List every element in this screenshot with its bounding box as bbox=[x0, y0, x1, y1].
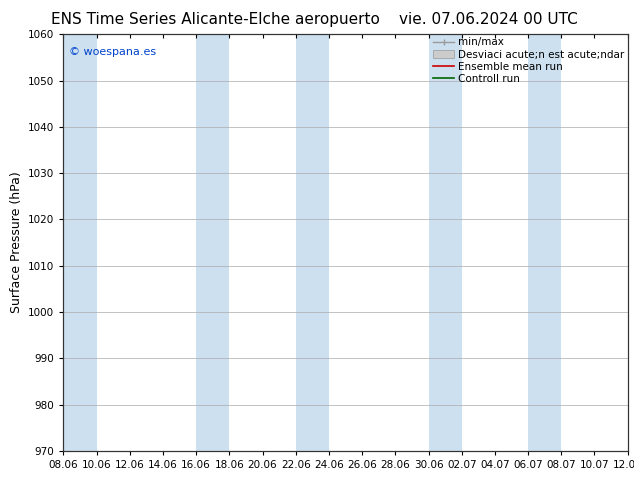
Bar bbox=[528, 34, 561, 451]
Text: ENS Time Series Alicante-Elche aeropuerto: ENS Time Series Alicante-Elche aeropuert… bbox=[51, 12, 380, 27]
Text: vie. 07.06.2024 00 UTC: vie. 07.06.2024 00 UTC bbox=[399, 12, 578, 27]
Bar bbox=[429, 34, 462, 451]
Bar bbox=[295, 34, 329, 451]
Bar bbox=[63, 34, 96, 451]
Bar bbox=[196, 34, 230, 451]
Legend: min/max, Desviaci acute;n est acute;ndar, Ensemble mean run, Controll run: min/max, Desviaci acute;n est acute;ndar… bbox=[431, 35, 626, 86]
Text: © woespana.es: © woespana.es bbox=[69, 47, 156, 57]
Y-axis label: Surface Pressure (hPa): Surface Pressure (hPa) bbox=[10, 172, 23, 314]
